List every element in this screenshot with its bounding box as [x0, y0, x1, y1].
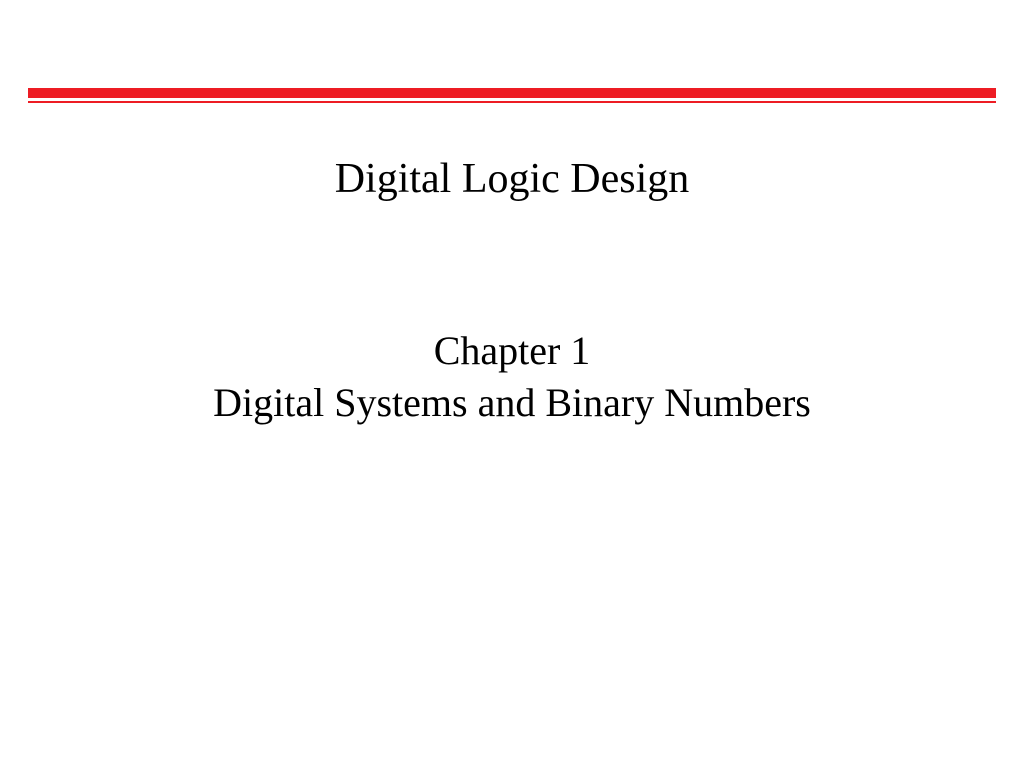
accent-bar-thin	[28, 101, 996, 103]
chapter-label: Chapter 1	[0, 325, 1024, 377]
accent-bar-thick	[28, 88, 996, 98]
slide-title: Digital Logic Design	[0, 155, 1024, 203]
slide: Digital Logic Design Chapter 1 Digital S…	[0, 0, 1024, 768]
chapter-title: Digital Systems and Binary Numbers	[0, 377, 1024, 429]
header-accent-bar	[28, 88, 996, 103]
slide-body: Chapter 1 Digital Systems and Binary Num…	[0, 325, 1024, 429]
